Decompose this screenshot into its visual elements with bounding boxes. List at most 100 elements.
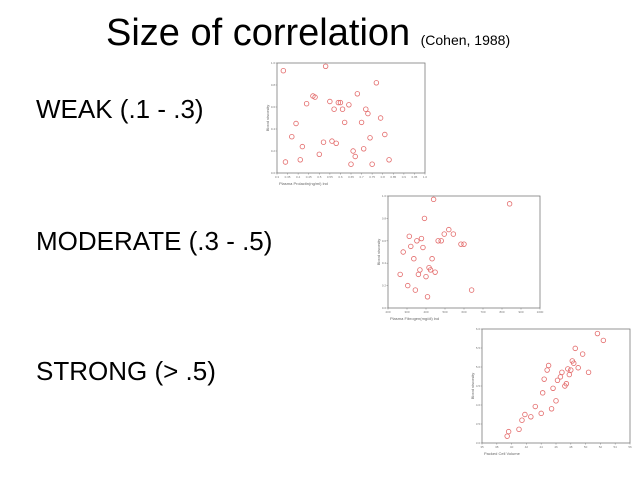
x-tick-label: 52 bbox=[599, 445, 603, 449]
data-point bbox=[505, 428, 512, 435]
title-text: Size of correlation bbox=[106, 12, 411, 54]
x-tick-label: 0.5 bbox=[317, 175, 322, 179]
label-weak: WEAK (.1 - .3) bbox=[36, 94, 204, 124]
plot-frame bbox=[276, 62, 426, 174]
data-point bbox=[441, 231, 447, 237]
x-tick-label: 56 bbox=[628, 445, 632, 449]
data-point bbox=[320, 139, 327, 145]
data-point bbox=[600, 337, 607, 344]
data-point bbox=[563, 381, 570, 387]
data-point bbox=[354, 91, 361, 97]
y-tick-label: 0.2 bbox=[382, 284, 387, 288]
data-point bbox=[411, 256, 417, 262]
data-point bbox=[418, 235, 425, 242]
x-tick-label: 0.6 bbox=[338, 175, 343, 179]
data-point bbox=[303, 101, 310, 107]
data-point bbox=[544, 367, 550, 373]
data-point bbox=[373, 80, 380, 86]
y-tick-label: 0.4 bbox=[271, 127, 276, 131]
label-moderate: MODERATE (.3 - .5) bbox=[36, 226, 273, 256]
y-tick-label: 0.0 bbox=[382, 306, 387, 310]
x-tick-label: 0.85 bbox=[390, 175, 396, 179]
data-point bbox=[369, 161, 375, 167]
x-tick-label: 200 bbox=[385, 310, 390, 314]
data-point bbox=[348, 161, 354, 167]
data-point bbox=[528, 414, 534, 420]
data-point bbox=[519, 417, 525, 423]
y-tick-label: 4.0 bbox=[476, 403, 481, 407]
data-point bbox=[446, 226, 452, 233]
data-point bbox=[293, 120, 299, 127]
title-citation: (Cohen, 1988) bbox=[420, 32, 511, 48]
data-point bbox=[316, 151, 322, 157]
data-point bbox=[382, 131, 388, 138]
x-tick-label: 500 bbox=[442, 310, 447, 314]
x-tick-label: 300 bbox=[404, 310, 409, 314]
x-tick-label: 400 bbox=[423, 310, 428, 314]
x-axis-label: Plasma Fibrogen(mg/dl) lnd bbox=[390, 316, 439, 321]
data-point bbox=[335, 99, 342, 106]
scatter-moderate: 0.0 0.2 0.4 0.6 0.8 1.0 200 300 400 500 600 700 800 9… bbox=[376, 194, 544, 321]
data-point bbox=[557, 374, 564, 380]
data-point bbox=[430, 196, 437, 203]
x-tick-label: 0.35 bbox=[285, 175, 291, 179]
data-point bbox=[367, 135, 373, 141]
data-point bbox=[458, 241, 464, 247]
data-point bbox=[280, 67, 287, 74]
y-tick-label: 1.0 bbox=[382, 194, 387, 198]
data-point bbox=[539, 390, 546, 396]
slide-title: Size of correlation (Cohen, 1988) bbox=[106, 12, 510, 55]
x-tick-label: 35 bbox=[480, 445, 484, 449]
y-tick-label: 3.0 bbox=[476, 441, 481, 445]
data-point bbox=[414, 238, 420, 244]
x-tick-label: 1.0 bbox=[423, 175, 428, 179]
data-point bbox=[363, 106, 369, 112]
data-point bbox=[322, 63, 329, 69]
y-axis-label: Blood viscosity bbox=[265, 105, 270, 131]
scatter-weak: 0.0 0.2 0.4 0.6 0.8 1.0 0.3 0.35 0.4 0.45 0.5 0.55 0… bbox=[265, 61, 428, 186]
y-tick-label: 1.0 bbox=[271, 61, 276, 65]
data-point bbox=[450, 231, 457, 237]
data-point bbox=[358, 119, 365, 126]
x-tick-label: 0.8 bbox=[381, 175, 386, 179]
data-point bbox=[432, 269, 438, 275]
data-point bbox=[408, 243, 414, 250]
x-tick-label: 50 bbox=[584, 445, 588, 449]
data-point bbox=[415, 271, 422, 278]
data-point bbox=[461, 241, 467, 247]
data-point bbox=[312, 94, 318, 100]
data-point bbox=[566, 371, 573, 378]
x-tick-label: 0.75 bbox=[369, 175, 375, 179]
y-tick-label: 5.5 bbox=[476, 346, 481, 350]
data-point bbox=[423, 273, 429, 280]
y-tick-label: 0.6 bbox=[382, 239, 387, 243]
x-tick-label: 44 bbox=[540, 445, 544, 449]
data-point bbox=[331, 106, 337, 112]
data-point bbox=[327, 98, 333, 105]
data-point bbox=[360, 146, 367, 152]
data-point bbox=[297, 157, 303, 163]
data-point bbox=[594, 330, 601, 337]
x-tick-label: 800 bbox=[499, 310, 504, 314]
data-point bbox=[417, 267, 423, 273]
y-tick-label: 0.2 bbox=[271, 149, 276, 153]
data-point bbox=[329, 138, 335, 144]
data-point bbox=[386, 157, 392, 163]
y-axis-label: Blood viscosity bbox=[376, 239, 381, 265]
plot-frame bbox=[387, 195, 541, 309]
x-tick-label: 600 bbox=[461, 310, 466, 314]
data-point bbox=[333, 140, 339, 146]
x-tick-label: 0.4 bbox=[296, 175, 301, 179]
data-point bbox=[438, 238, 444, 244]
x-tick-label: 0.95 bbox=[412, 175, 418, 179]
data-point bbox=[377, 115, 384, 121]
x-tick-label: 0.3 bbox=[275, 175, 280, 179]
y-tick-label: 3.5 bbox=[476, 422, 481, 426]
data-point bbox=[575, 365, 581, 371]
y-tick-label: 0.8 bbox=[271, 83, 276, 87]
data-point bbox=[559, 369, 565, 376]
x-tick-label: 46 bbox=[554, 445, 558, 449]
data-point bbox=[299, 143, 306, 150]
data-point bbox=[346, 102, 352, 108]
x-tick-label: 0.55 bbox=[327, 175, 333, 179]
